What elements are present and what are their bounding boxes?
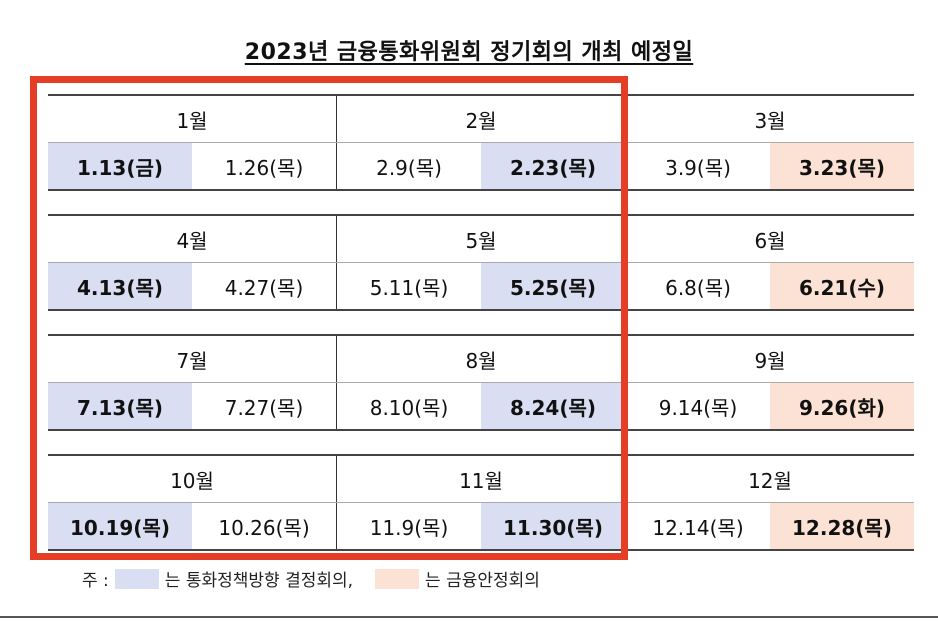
month-label: 11월 <box>337 456 626 502</box>
meeting-date: 9.14(목) <box>658 395 738 420</box>
meeting-date: 1.26(목) <box>224 155 304 180</box>
month-dates: 1.13(금) 1.26(목) <box>48 143 337 189</box>
quarter-block: 10월 11월 12월 10.19(목) 10.26(목) 11.9(목) 11.30(목)… <box>48 454 914 551</box>
meeting-date: 7.27(목) <box>224 395 304 420</box>
date-row: 4.13(목) 4.27(목) 5.11(목) 5.25(목) 6.8(목) 6.21(수… <box>48 262 914 311</box>
meeting-date: 8.10(목) <box>369 395 449 420</box>
month-label: 10월 <box>48 456 337 502</box>
date-row: 7.13(목) 7.27(목) 8.10(목) 8.24(목) 9.14(목) 9.26(… <box>48 382 914 431</box>
month-header-row: 1월 2월 3월 <box>48 94 914 142</box>
title-text: 2023년 금융통화위원회 정기회의 개최 예정일 <box>244 40 694 65</box>
meeting-date: 3.9(목) <box>665 155 731 180</box>
month-label: 4월 <box>48 216 337 262</box>
policy-meeting-date: 1.13(금) <box>48 143 192 189</box>
stability-meeting-date: 6.21(수) <box>770 263 914 309</box>
month-header-row: 4월 5월 6월 <box>48 214 914 262</box>
policy-meeting-date: 5.25(목) <box>481 263 625 309</box>
legend-blue-swatch <box>114 568 159 589</box>
legend-peach-swatch <box>375 568 420 589</box>
policy-meeting-date: 2.23(목) <box>481 143 625 189</box>
month-label: 3월 <box>754 108 786 133</box>
bottom-divider <box>0 616 938 618</box>
month-label: 1월 <box>48 96 337 142</box>
policy-meeting-date: 4.13(목) <box>48 263 192 309</box>
meeting-date: 5.11(목) <box>369 275 449 300</box>
meeting-date: 11.9(목) <box>369 515 449 540</box>
policy-meeting-date: 10.19(목) <box>48 503 192 549</box>
month-dates: 5.11(목) 5.25(목) <box>337 263 626 309</box>
month-header-row: 7월 8월 9월 <box>48 334 914 382</box>
month-label: 5월 <box>337 216 626 262</box>
policy-meeting-date: 8.24(목) <box>481 383 625 429</box>
date-row: 1.13(금) 1.26(목) 2.9(목) 2.23(목) 3.9(목) 3.23(목) <box>48 142 914 191</box>
month-label: 8월 <box>337 336 626 382</box>
meeting-date: 6.8(목) <box>665 275 731 300</box>
meeting-date: 12.14(목) <box>652 515 744 540</box>
month-dates: 11.9(목) 11.30(목) <box>337 503 626 549</box>
month-dates: 4.13(목) 4.27(목) <box>48 263 337 309</box>
month-label: 2월 <box>337 96 626 142</box>
policy-meeting-date: 11.30(목) <box>481 503 625 549</box>
month-dates: 8.10(목) 8.24(목) <box>337 383 626 429</box>
month-dates: 12.14(목) 12.28(목) <box>626 503 914 549</box>
month-dates: 7.13(목) 7.27(목) <box>48 383 337 429</box>
legend-peach-text: 는 금융안정회의 <box>425 571 540 591</box>
meeting-date: 2.9(목) <box>376 155 442 180</box>
meeting-date: 10.26(목) <box>218 515 310 540</box>
quarter-block: 7월 8월 9월 7.13(목) 7.27(목) 8.10(목) 8.24(목) 9.14(목… <box>48 334 914 431</box>
month-dates: 10.19(목) 10.26(목) <box>48 503 337 549</box>
stability-meeting-date: 9.26(화) <box>770 383 914 429</box>
page-title: 2023년 금융통화위원회 정기회의 개최 예정일 <box>0 34 938 66</box>
month-label: 6월 <box>754 228 786 253</box>
stability-meeting-date: 3.23(목) <box>770 143 914 189</box>
policy-meeting-date: 7.13(목) <box>48 383 192 429</box>
month-dates: 9.14(목) 9.26(화) <box>626 383 914 429</box>
month-header-row: 10월 11월 12월 <box>48 454 914 502</box>
month-dates: 6.8(목) 6.21(수) <box>626 263 914 309</box>
meeting-date: 4.27(목) <box>224 275 304 300</box>
month-label: 12월 <box>748 468 792 493</box>
month-label: 7월 <box>48 336 337 382</box>
date-row: 10.19(목) 10.26(목) 11.9(목) 11.30(목) 12.14(목) 1… <box>48 502 914 551</box>
quarter-block: 1월 2월 3월 1.13(금) 1.26(목) 2.9(목) 2.23(목) 3.9(목) 3… <box>48 94 914 191</box>
month-dates: 3.9(목) 3.23(목) <box>626 143 914 189</box>
legend: 주 : 는 통화정책방향 결정회의, 는 금융안정회의 <box>82 566 540 591</box>
month-label: 9월 <box>754 348 786 373</box>
legend-prefix: 주 : <box>82 571 109 591</box>
schedule-table: 1월 2월 3월 1.13(금) 1.26(목) 2.9(목) 2.23(목) 3.9(목) 3… <box>48 94 914 551</box>
month-dates: 2.9(목) 2.23(목) <box>337 143 626 189</box>
legend-blue-text: 는 통화정책방향 결정회의, <box>164 571 354 591</box>
stability-meeting-date: 12.28(목) <box>770 503 914 549</box>
quarter-block: 4월 5월 6월 4.13(목) 4.27(목) 5.11(목) 5.25(목) 6.8(목)… <box>48 214 914 311</box>
